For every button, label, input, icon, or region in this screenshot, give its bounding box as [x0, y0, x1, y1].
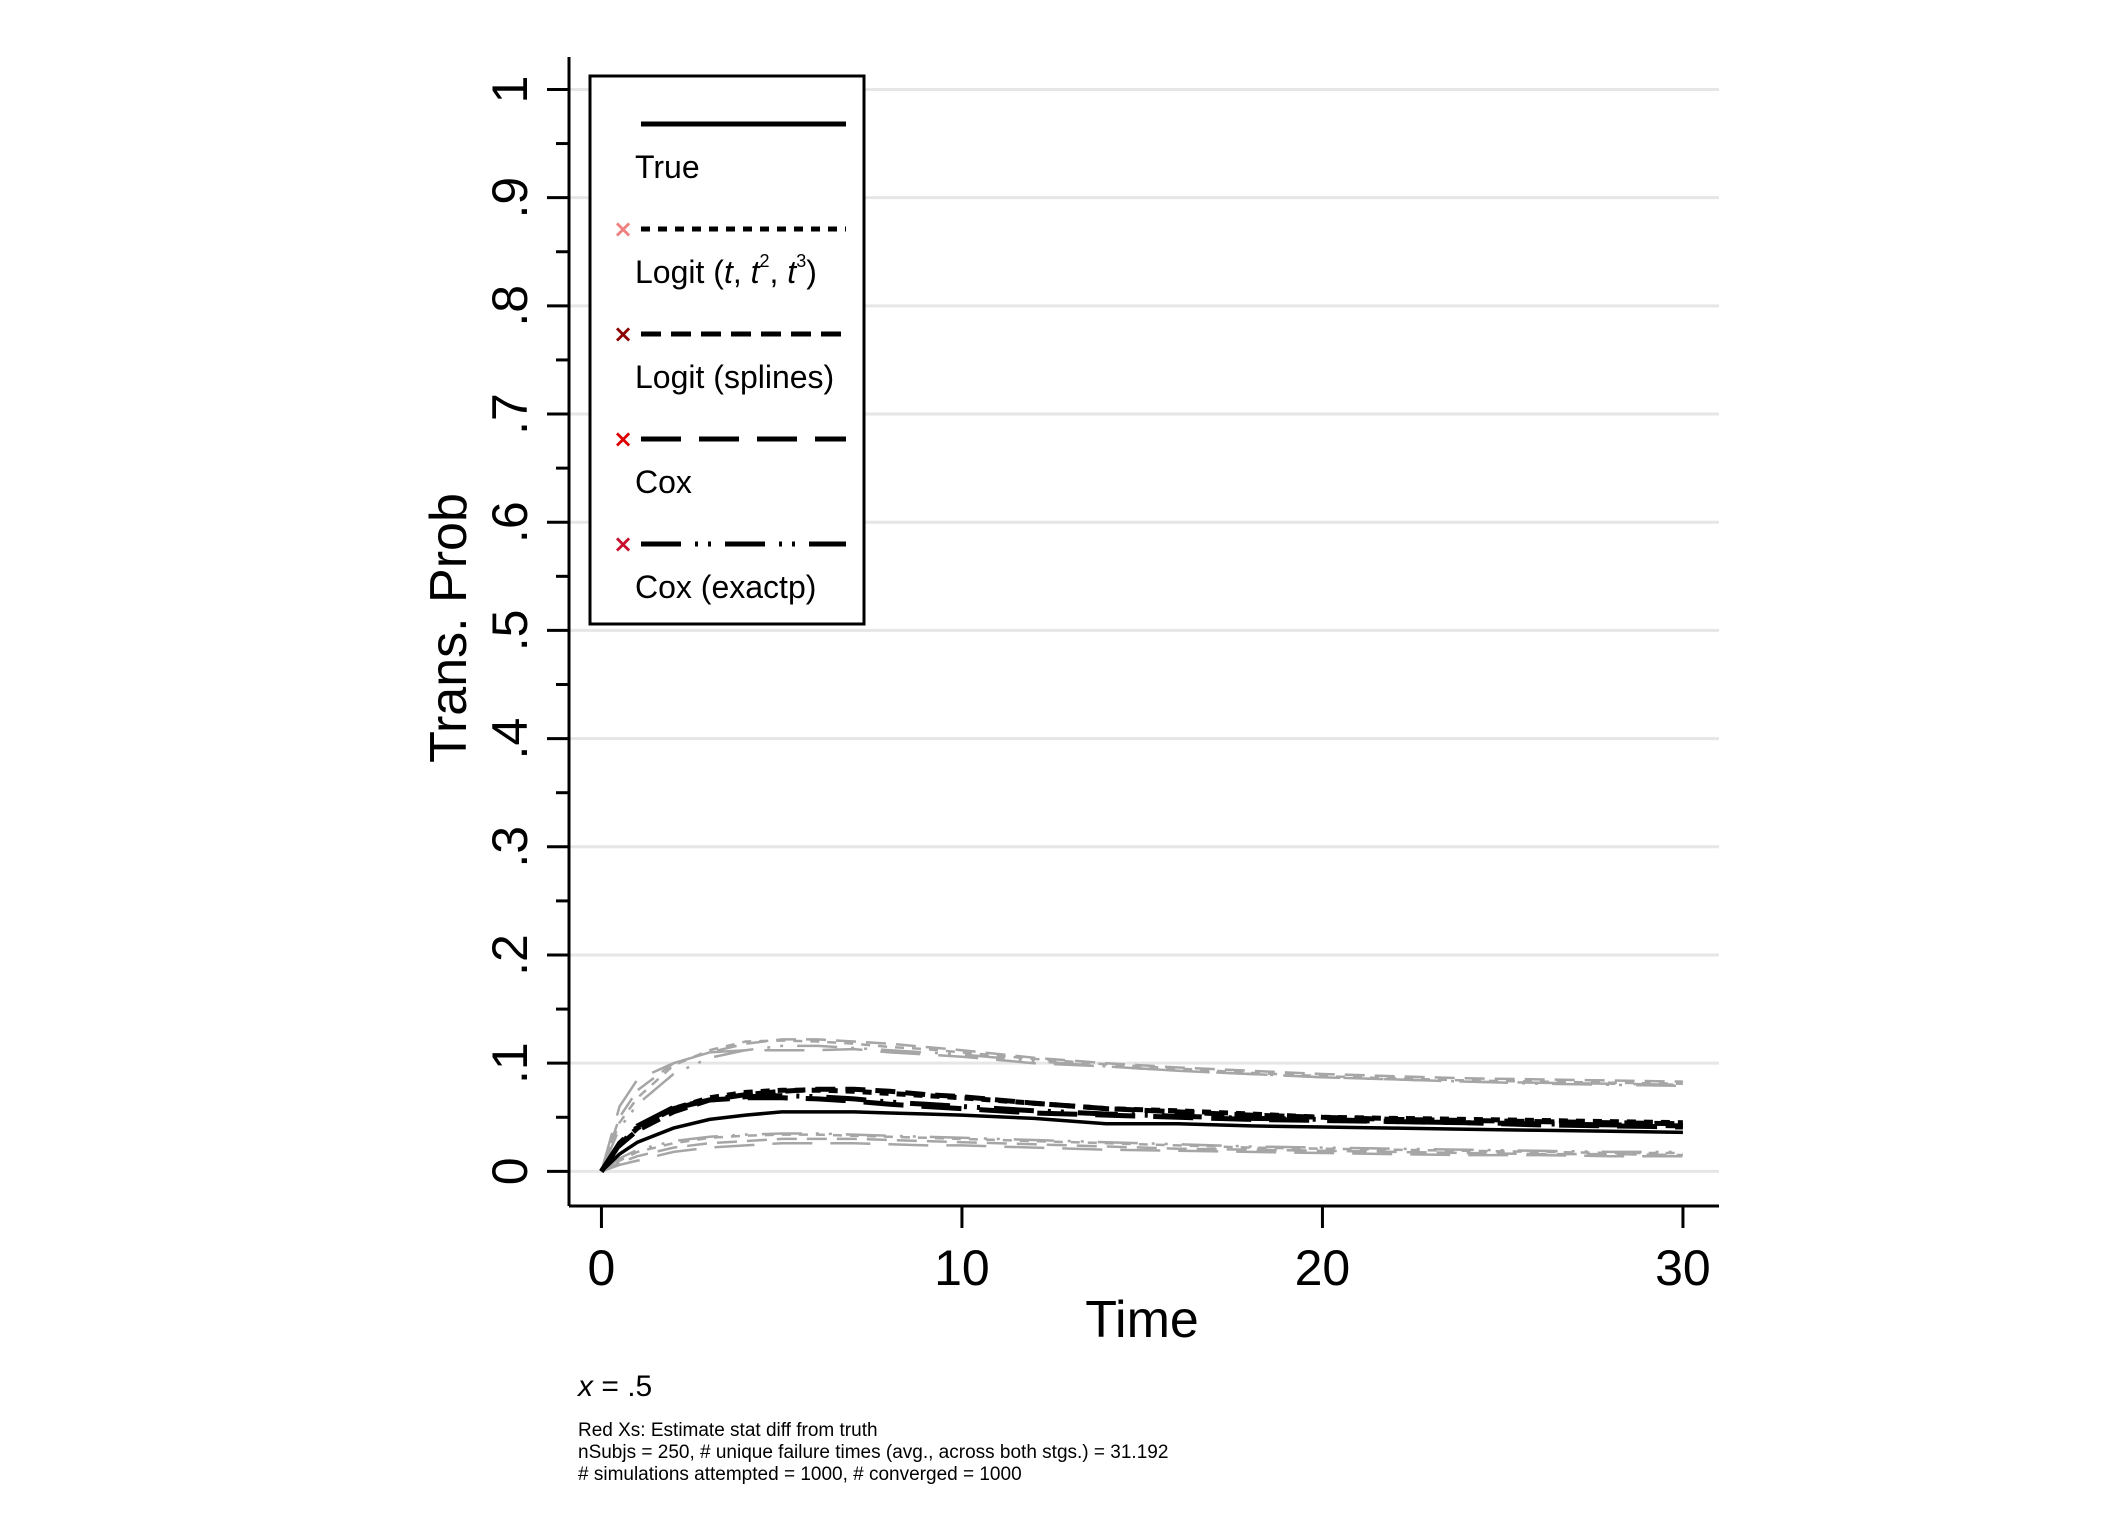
- simulation-bands: [600, 1038, 1683, 1173]
- band-line-7: [600, 1132, 1683, 1173]
- band-line-5: [600, 1137, 1683, 1173]
- y-tick-label: .6: [482, 501, 538, 543]
- axes: 0.1.2.3.4.5.6.7.8.910 10 20 30: [482, 57, 1719, 1296]
- band-line-1: [600, 1038, 1683, 1172]
- legend-label-1: Logit (t, t2, t3): [635, 251, 817, 290]
- legend-marker-2: ×: [613, 320, 633, 348]
- y-tick-label: .2: [482, 934, 538, 976]
- y-tick-label: .4: [482, 718, 538, 760]
- note-line-2: nSubjs = 250, # unique failure times (av…: [578, 1442, 1168, 1463]
- x-tick-label: 30: [1655, 1240, 1711, 1296]
- condition-value: = .5: [593, 1370, 652, 1403]
- legend: True×Logit (t, t2, t3)×Logit (splines)×C…: [588, 74, 866, 626]
- series-line-4: [599, 1093, 1683, 1173]
- footnotes: x = .5 Red Xs: Estimate stat diff from t…: [576, 1370, 1168, 1485]
- band-line-0: [600, 1047, 1683, 1172]
- band-line-4: [600, 1141, 1683, 1173]
- estimate-series: [599, 1086, 1683, 1173]
- y-tick-label: 0: [482, 1157, 538, 1185]
- x-tick-label: 10: [934, 1240, 990, 1296]
- y-tick-label: .3: [482, 826, 538, 868]
- legend-marker-3: ×: [613, 425, 633, 453]
- y-axis-title: Trans. Prob: [420, 493, 478, 763]
- series-line-0: [600, 1110, 1683, 1173]
- note-line-3: # simulations attempted = 1000, # conver…: [578, 1464, 1022, 1485]
- y-tick-label: .9: [482, 177, 538, 219]
- legend-marker-1: ×: [613, 215, 633, 243]
- y-tick-label: .5: [482, 610, 538, 652]
- note-line-1: Red Xs: Estimate stat diff from truth: [578, 1420, 878, 1441]
- y-tick-label: .7: [482, 393, 538, 435]
- condition-note: x = .5: [576, 1370, 652, 1403]
- legend-label-0: True: [635, 149, 700, 185]
- y-tick-label: 1: [482, 76, 538, 104]
- x-axis-title: Time: [1085, 1291, 1199, 1349]
- x-tick-label: 20: [1295, 1240, 1351, 1296]
- band-line-6: [600, 1133, 1683, 1173]
- legend-marker-4: ×: [613, 530, 633, 558]
- legend-box: [588, 74, 866, 626]
- y-tick-label: .1: [482, 1042, 538, 1084]
- condition-variable: x: [576, 1370, 594, 1403]
- y-tick-label: .8: [482, 285, 538, 327]
- legend-label-2: Logit (splines): [635, 359, 834, 395]
- legend-label-3: Cox: [635, 464, 692, 500]
- legend-label-4: Cox (exactp): [635, 569, 816, 605]
- x-tick-label: 0: [588, 1240, 616, 1296]
